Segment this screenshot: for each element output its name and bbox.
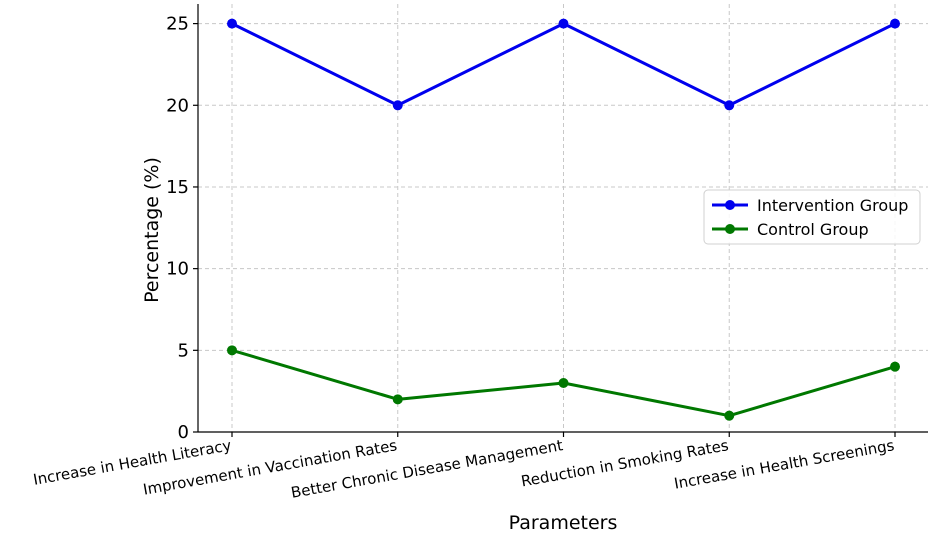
y-tick-label-4: 20: [166, 95, 189, 116]
series-0-point-2: [558, 18, 569, 29]
series-1-point-2: [558, 377, 569, 388]
series: [227, 18, 900, 421]
series-1-point-4: [890, 361, 900, 372]
y-tick-label-3: 15: [166, 177, 189, 198]
grid: [198, 4, 928, 433]
y-axis-ticks: 0 5 10 15 20 25: [166, 14, 198, 443]
series-1-point-0: [227, 345, 237, 356]
legend-label-1: Control Group: [757, 220, 869, 239]
series-1-point-1: [392, 394, 403, 405]
x-axis-label: Parameters: [509, 512, 618, 534]
series-1-point-3: [724, 410, 735, 421]
series-0-point-0: [227, 18, 237, 29]
legend-box: [703, 189, 921, 245]
legend-marker-0: [725, 200, 735, 210]
series-0-point-4: [890, 18, 900, 29]
legend-marker-1: [725, 224, 735, 234]
y-tick-label-2: 10: [166, 259, 189, 280]
y-tick-label-1: 5: [178, 340, 189, 361]
y-tick-label-0: 0: [178, 422, 189, 443]
series-0-point-3: [724, 100, 735, 111]
x-tick-label-2: Better Chronic Disease Management: [290, 436, 565, 502]
legend: Intervention Group Control Group: [703, 189, 921, 245]
series-0-point-1: [392, 100, 403, 111]
legend-label-0: Intervention Group: [757, 196, 908, 215]
y-axis-label: Percentage (%): [141, 157, 163, 303]
y-tick-label-5: 25: [166, 14, 189, 35]
